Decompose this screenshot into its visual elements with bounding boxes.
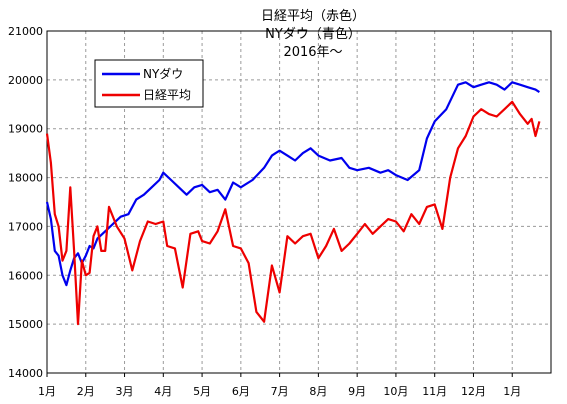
x-tick-label: 4月 bbox=[154, 385, 172, 398]
x-tick-label: 11月 bbox=[422, 385, 447, 398]
x-tick-label: 7月 bbox=[271, 385, 289, 398]
y-tick-label: 21000 bbox=[8, 25, 43, 38]
chart-title-line-2: NYダウ（青色） bbox=[265, 26, 361, 42]
x-tick-label: 1月 bbox=[503, 385, 521, 398]
y-tick-label: 16000 bbox=[8, 269, 43, 282]
x-tick-label: 3月 bbox=[116, 385, 134, 398]
x-tick-label: 2月 bbox=[77, 385, 95, 398]
legend-label-nydow: NYダウ bbox=[143, 66, 183, 81]
y-tick-labels: 14000 15000 16000 17000 18000 19000 20000 21000 bbox=[8, 25, 43, 380]
series-lines bbox=[45, 81, 541, 326]
x-tick-label: 10月 bbox=[383, 385, 408, 398]
y-tick-label: 14000 bbox=[8, 367, 43, 380]
y-tick-label: 18000 bbox=[8, 172, 43, 185]
x-tick-label: 1月 bbox=[38, 385, 56, 398]
nikkei-line bbox=[45, 100, 541, 326]
x-tick-labels: 1月 2月 3月 4月 5月 6月 7月 8月 9月 10月 11月 12月 1月 bbox=[38, 385, 521, 398]
legend-label-nikkei: 日経平均 bbox=[143, 88, 191, 102]
chart-title-line-1: 日経平均（赤色） bbox=[261, 8, 365, 24]
x-tick-label: 6月 bbox=[232, 385, 250, 398]
x-tick-label: 9月 bbox=[348, 385, 366, 398]
legend-box bbox=[94, 59, 204, 108]
y-tick-label: 17000 bbox=[8, 220, 43, 233]
legend: NYダウ 日経平均 bbox=[94, 59, 204, 108]
nydow-line bbox=[45, 81, 540, 287]
y-tick-label: 15000 bbox=[8, 318, 43, 331]
chart-title-line-3: 2016年〜 bbox=[283, 45, 342, 60]
x-tick-label: 12月 bbox=[461, 385, 486, 398]
x-tick-label: 8月 bbox=[309, 385, 327, 398]
gridlines bbox=[47, 31, 551, 373]
x-tick-label: 5月 bbox=[193, 385, 211, 398]
y-tick-label: 20000 bbox=[8, 74, 43, 87]
y-tick-label: 19000 bbox=[8, 123, 43, 136]
